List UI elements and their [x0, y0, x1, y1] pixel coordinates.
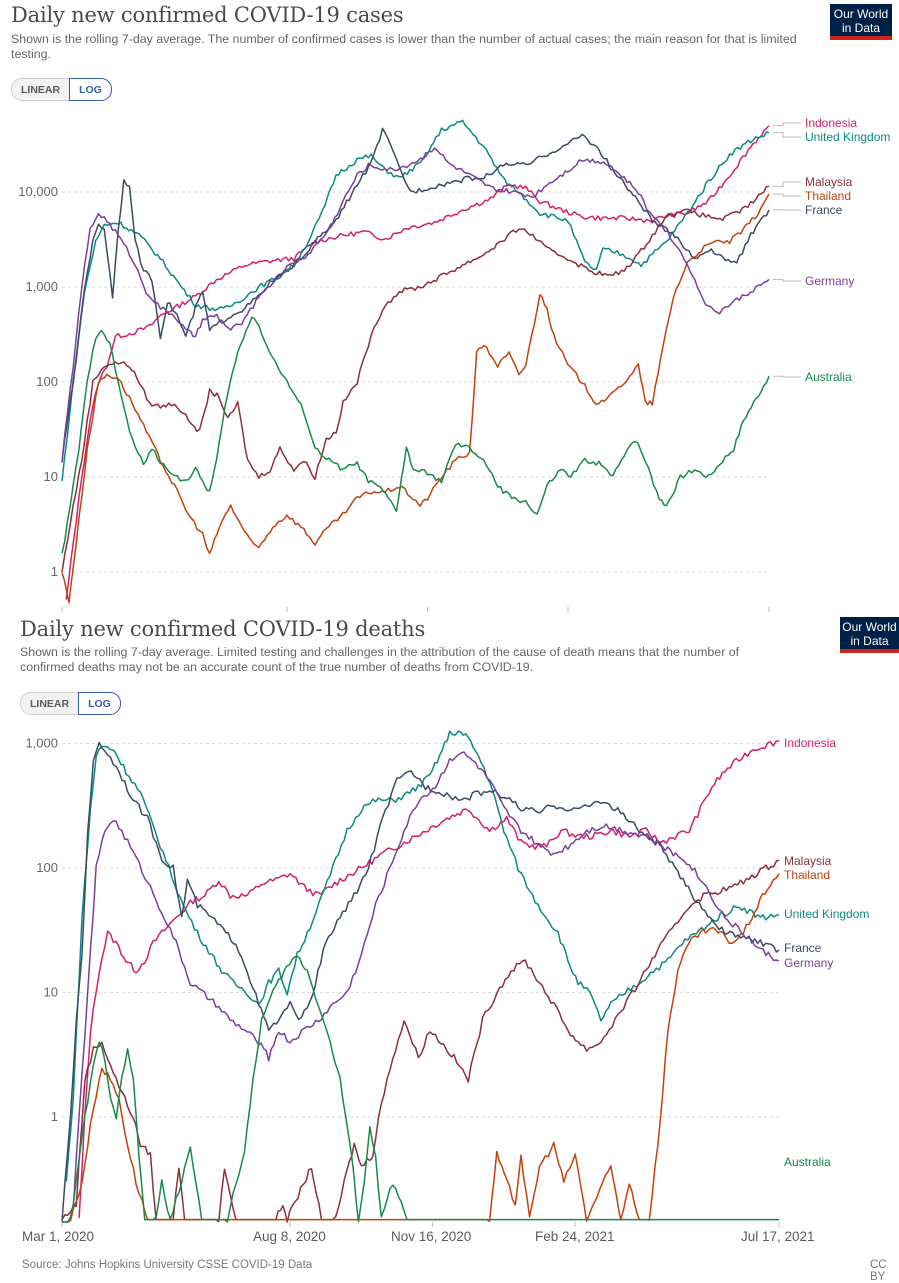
x-tick-label: Mar 1, 2020	[22, 1229, 94, 1244]
series-label-germany[interactable]: Germany	[784, 956, 833, 970]
series-line-australia[interactable]	[62, 956, 779, 1222]
x-tick-label: Aug 8, 2020	[253, 1229, 326, 1244]
x-tick-label: Feb 24, 2021	[535, 1229, 615, 1244]
y-tick-label: 1	[51, 1109, 58, 1124]
y-tick-label: 100	[36, 860, 58, 875]
series-label-indonesia[interactable]: Indonesia	[784, 736, 836, 750]
series-line-united-kingdom[interactable]	[66, 731, 779, 1182]
license-link[interactable]: CC BY	[870, 1259, 899, 1283]
series-line-thailand[interactable]	[62, 874, 779, 1222]
series-label-malaysia[interactable]: Malaysia	[784, 854, 832, 868]
series-line-france[interactable]	[62, 743, 779, 1222]
series-line-germany[interactable]	[73, 752, 779, 1207]
series-label-united-kingdom[interactable]: United Kingdom	[784, 907, 869, 921]
series-label-france[interactable]: France	[784, 941, 822, 955]
x-tick-label: Jul 17, 2021	[741, 1229, 815, 1244]
series-label-australia[interactable]: Australia	[784, 1155, 831, 1169]
source-note: Source: Johns Hopkins University CSSE CO…	[22, 1259, 312, 1271]
y-tick-label: 1,000	[25, 736, 58, 751]
series-label-thailand[interactable]: Thailand	[784, 868, 830, 882]
series-line-indonesia[interactable]	[79, 741, 779, 1218]
x-tick-label: Nov 16, 2020	[391, 1229, 471, 1244]
y-tick-label: 10	[44, 985, 58, 1000]
series-line-malaysia[interactable]	[62, 860, 779, 1222]
